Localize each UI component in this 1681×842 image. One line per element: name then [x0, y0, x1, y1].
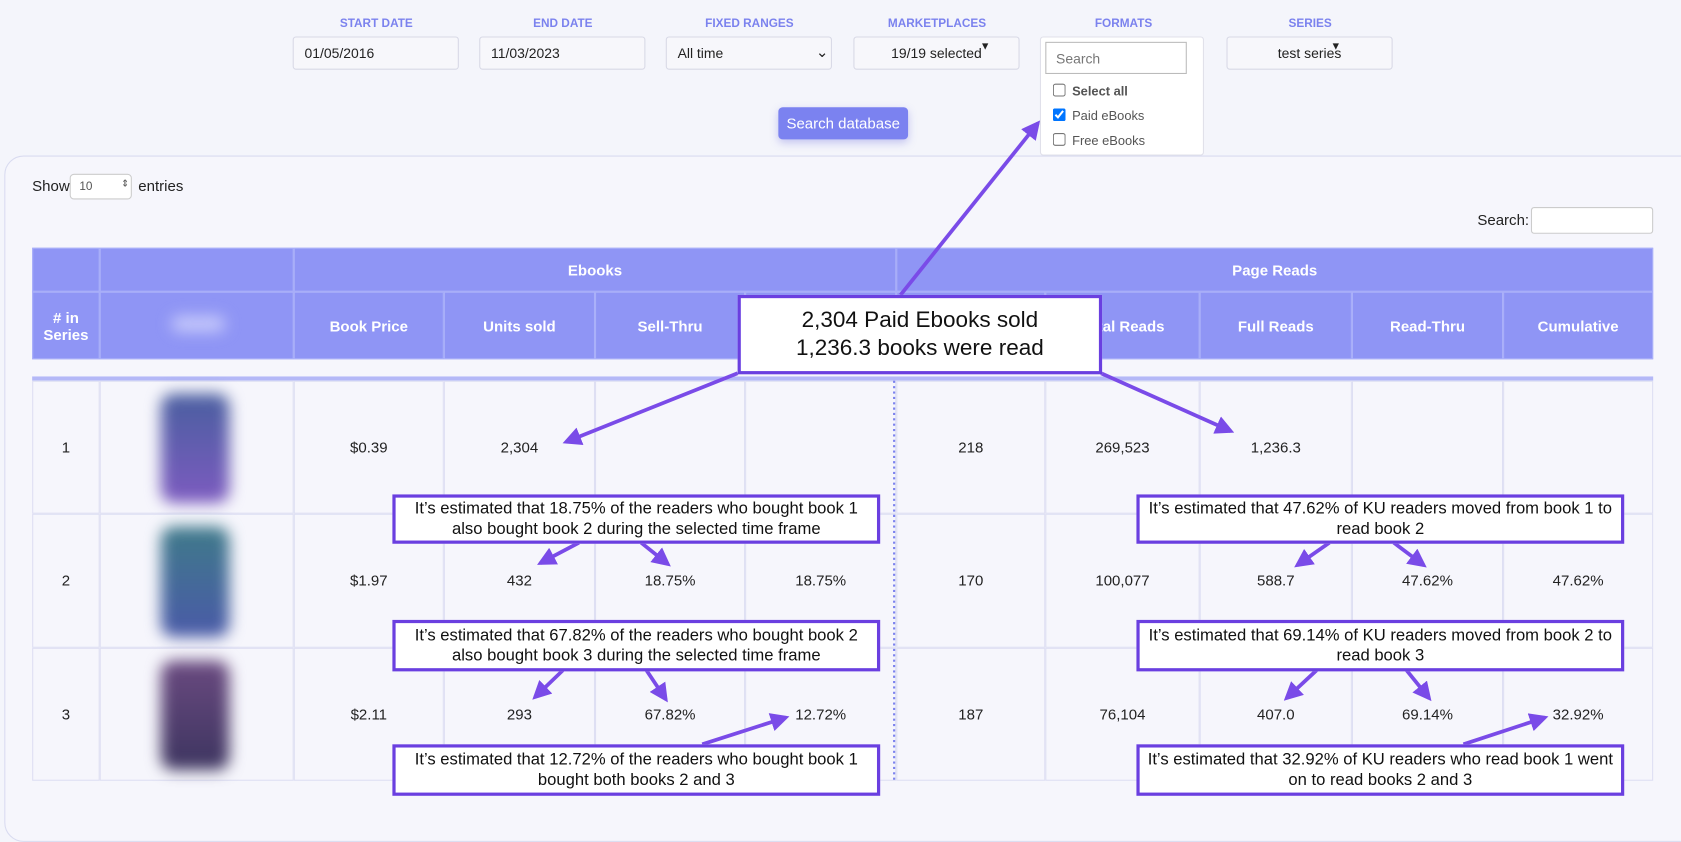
annotation-line: also bought book 2 during the selected t… — [451, 520, 821, 539]
callout-line: 1,236.3 books were read — [795, 335, 1044, 361]
checkbox[interactable] — [1052, 83, 1066, 97]
annotation-line: on to read books 2 and 3 — [1288, 771, 1473, 790]
formats-dropdown — [1039, 36, 1204, 156]
table-cell — [1503, 380, 1654, 515]
annotation-line: It’s estimated that 47.62% of KU readers… — [1148, 499, 1613, 519]
callout: 2,304 Paid Ebooks sold 1,236.3 books were… — [737, 294, 1103, 375]
table-cell: 187 — [896, 647, 1046, 781]
filter-input[interactable]: test series — [1226, 36, 1393, 70]
header-group: Ebooks — [293, 247, 897, 292]
entries-label: entries — [138, 176, 184, 195]
show-label: Show — [32, 176, 70, 195]
table-cell — [595, 380, 746, 515]
book-cover — [160, 526, 230, 637]
filter-input[interactable]: 01/05/2016 — [292, 36, 459, 70]
annotation: It’s estimated that 67.82% of the reader… — [392, 619, 881, 672]
option-label[interactable]: Select all — [1072, 83, 1128, 99]
column-header: Units sold — [443, 291, 596, 360]
formats-search[interactable]: Search — [1045, 41, 1187, 75]
spin-icon: ⇕ — [121, 178, 130, 189]
arrows — [532, 120, 1549, 781]
filter-label: MARKETPLACES — [887, 17, 987, 31]
header-blur — [171, 316, 226, 332]
annotation-line: It’s estimated that 32.92% of KU readers… — [1147, 750, 1613, 769]
annotation: It’s estimated that 32.92% of KU readers… — [1136, 744, 1625, 796]
table-cell: 1,236.3 — [1199, 380, 1352, 515]
entries-select[interactable]: 10 — [69, 173, 132, 200]
option-label[interactable]: Free eBooks — [1072, 132, 1146, 149]
filter-label: FIXED RANGES — [705, 17, 794, 31]
table-cell: 269,523 — [1045, 380, 1200, 515]
stage: Search database Show 10 ⇕ entries Search… — [4, 17, 1681, 842]
filter-label: FORMATS — [1094, 17, 1153, 31]
search-label: Search: — [1477, 211, 1530, 229]
annotation: It’s estimated that 12.72% of the reader… — [392, 744, 881, 796]
filter-label: START DATE — [339, 17, 413, 31]
column-header: Cumulative — [1503, 291, 1654, 360]
table-cell: 170 — [896, 514, 1046, 648]
column-header: Sell-Thru — [595, 291, 746, 360]
checkbox[interactable] — [1052, 132, 1066, 146]
header-cell — [99, 247, 294, 292]
option-label[interactable]: Paid eBooks — [1072, 108, 1145, 124]
search-input[interactable] — [1530, 206, 1654, 234]
book-cover — [160, 660, 230, 770]
filter-input[interactable]: 11/03/2023 — [479, 36, 646, 70]
caret: ▼ — [979, 40, 991, 53]
annotation-line: It’s estimated that 69.14% of KU readers… — [1148, 626, 1613, 645]
column-header: Full Reads — [1199, 291, 1352, 360]
table-cell — [1351, 380, 1504, 515]
filter-input[interactable]: 19/19 selected — [853, 36, 1020, 70]
caret: ▼ — [1330, 40, 1342, 53]
annotation-line: read book 2 — [1336, 520, 1425, 539]
header-cell: # in Series — [32, 291, 100, 360]
annotation-line: read book 3 — [1336, 646, 1425, 665]
annotation-line: also bought book 3 during the selected t… — [451, 646, 821, 665]
column-header: Book Price — [293, 291, 444, 360]
table-cell: 218 — [896, 380, 1046, 515]
row-number: 3 — [32, 647, 100, 781]
annotation: It’s estimated that 69.14% of KU readers… — [1136, 619, 1625, 672]
table-rule — [32, 376, 1654, 381]
row-number: 2 — [32, 514, 100, 648]
header-group: Page Reads — [896, 247, 1654, 292]
table-cell: $0.39 — [293, 380, 444, 515]
book-cover — [160, 393, 230, 504]
row-number: 1 — [32, 380, 100, 515]
header-cell — [32, 247, 100, 292]
column-header: Read-Thru — [1351, 291, 1504, 360]
annotation-line: It’s estimated that 67.82% of the reader… — [414, 626, 858, 645]
annotation-line: bought both books 2 and 3 — [537, 771, 735, 790]
filter-input[interactable]: All time — [665, 36, 832, 70]
caret: ⌄ — [815, 42, 829, 61]
search-button[interactable]: Search database — [778, 107, 909, 140]
table-cell: 2,304 — [443, 380, 596, 515]
callout-line: 2,304 Paid Ebooks sold — [801, 307, 1039, 333]
checkbox[interactable] — [1052, 108, 1066, 122]
annotation: It’s estimated that 18.75% of the reader… — [392, 494, 881, 544]
filter-label: SERIES — [1288, 17, 1332, 31]
page: Search database Show 10 ⇕ entries Search… — [4, 17, 1681, 842]
annotation-line: It’s estimated that 18.75% of the reader… — [414, 499, 858, 519]
annotation: It’s estimated that 47.62% of KU readers… — [1136, 494, 1625, 544]
arrow-group — [532, 120, 1549, 747]
annotation-line: It’s estimated that 12.72% of the reader… — [414, 750, 858, 769]
filter-label: END DATE — [533, 17, 593, 31]
